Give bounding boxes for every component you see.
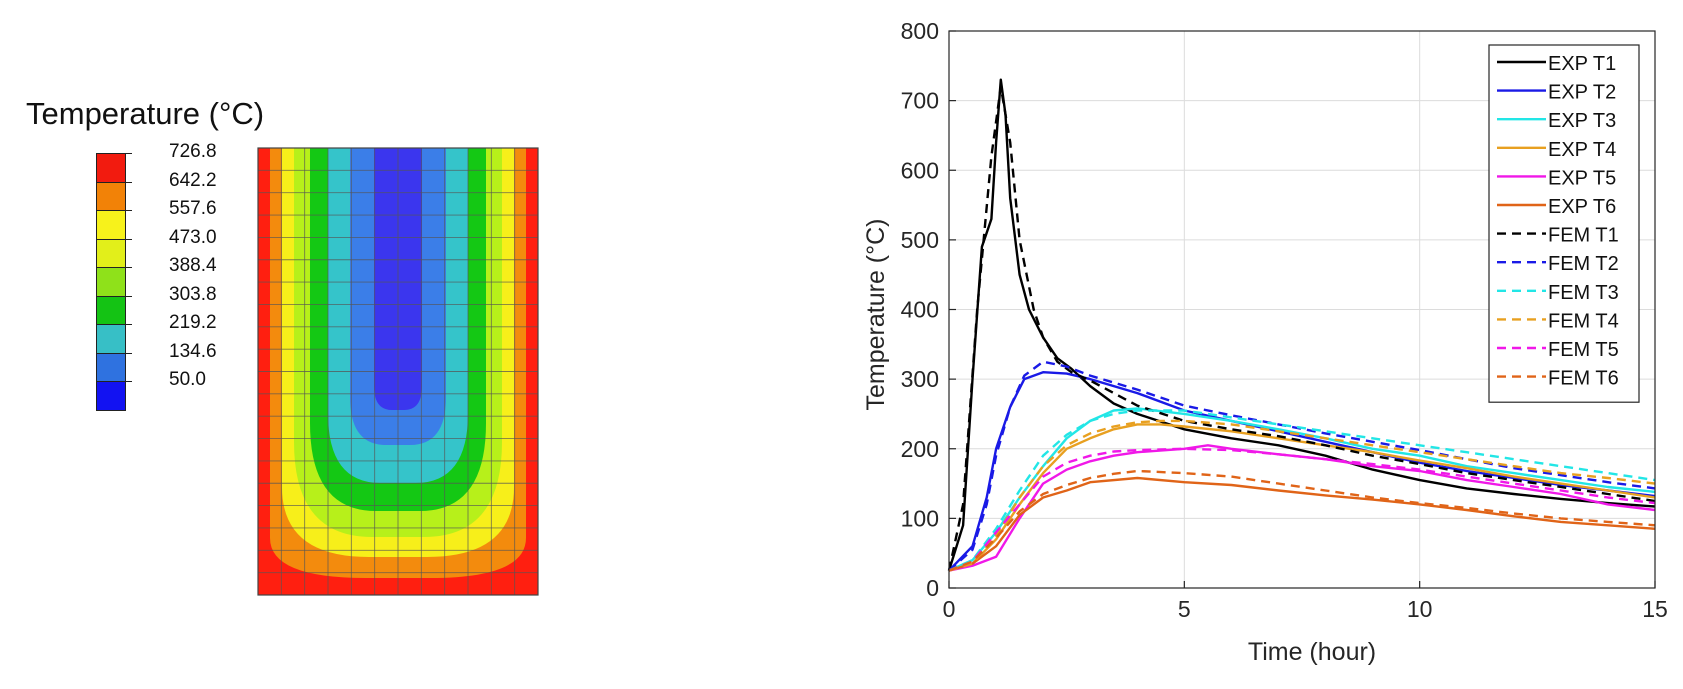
legend-label: FEM T2 xyxy=(1548,253,1619,275)
x-tick-label: 0 xyxy=(943,596,956,622)
colorbar-label: 50.0 xyxy=(169,369,206,390)
colorbar-label: 557.6 xyxy=(169,198,217,219)
legend-label: EXP T2 xyxy=(1548,82,1616,104)
colorbar-label: 219.2 xyxy=(169,312,217,333)
legend-label: FEM T5 xyxy=(1548,339,1619,361)
legend-label: EXP T1 xyxy=(1548,53,1616,75)
y-tick-label: 100 xyxy=(901,505,939,531)
y-tick-label: 700 xyxy=(901,88,939,114)
series-line xyxy=(948,409,1656,572)
y-tick-label: 0 xyxy=(926,575,939,601)
legend-label: FEM T1 xyxy=(1548,225,1619,247)
colorbar-tick xyxy=(125,210,132,211)
legend-label: FEM T6 xyxy=(1548,368,1619,390)
legend-label: EXP T5 xyxy=(1548,167,1616,189)
colorbar-tick xyxy=(125,381,132,382)
legend-title: Temperature (°C) xyxy=(26,96,265,131)
colorbar-label: 473.0 xyxy=(169,226,217,248)
y-tick-label: 200 xyxy=(901,436,939,462)
series-line xyxy=(947,85,1656,571)
x-tick-label: 10 xyxy=(1407,596,1433,622)
legend-box xyxy=(1488,44,1640,403)
y-tick-label: 500 xyxy=(901,227,939,253)
y-tick-label: 400 xyxy=(901,297,939,323)
colorbar-swatch xyxy=(96,153,126,183)
colorbar-tick xyxy=(125,238,132,240)
series-line xyxy=(948,419,1656,572)
legend-label: FEM T4 xyxy=(1548,310,1619,332)
series-line xyxy=(948,476,1656,572)
colorbar-label: 388.4 xyxy=(169,255,217,276)
colorbar-label: 303.8 xyxy=(169,283,217,305)
colorbar-tick xyxy=(125,153,132,154)
colorbar-swatch xyxy=(96,295,126,325)
colorbar-swatch xyxy=(96,238,126,268)
colorbar-swatch xyxy=(96,381,126,411)
legend-label: EXP T6 xyxy=(1548,196,1616,218)
series-line xyxy=(948,469,1656,572)
colorbar-tick xyxy=(125,324,132,325)
x-axis-label: Time (hour) xyxy=(1248,638,1376,666)
colorbar-label: 642.2 xyxy=(169,169,217,191)
colorbar-tick xyxy=(125,267,132,268)
colorbar-label: 726.8 xyxy=(169,141,217,162)
colorbar-label: 134.6 xyxy=(169,340,217,362)
contour-border xyxy=(257,147,539,596)
y-tick-label: 600 xyxy=(901,157,939,183)
y-tick-label: 300 xyxy=(901,366,939,392)
colorbar-tick xyxy=(125,295,132,297)
series-line xyxy=(948,447,1656,572)
x-tick-label: 5 xyxy=(1178,596,1191,622)
colorbar-swatch xyxy=(96,181,126,211)
y-tick-label: 800 xyxy=(901,18,939,44)
series-line xyxy=(948,444,1656,572)
colorbar-tick xyxy=(125,181,132,183)
y-axis-label: Temperature (°C) xyxy=(862,219,890,411)
x-tick-label: 15 xyxy=(1642,596,1668,622)
colorbar-swatch xyxy=(96,352,126,382)
temperature-contour-plot xyxy=(257,147,539,596)
legend-label: EXP T3 xyxy=(1548,110,1616,132)
colorbar-swatch xyxy=(96,267,126,297)
colorbar-tick xyxy=(125,352,132,354)
legend-label: FEM T3 xyxy=(1548,282,1619,304)
contour-panel: Temperature (°C) 726.8 642.2 557.6 473.0 388… xyxy=(0,0,700,689)
legend-label: EXP T4 xyxy=(1548,139,1616,161)
